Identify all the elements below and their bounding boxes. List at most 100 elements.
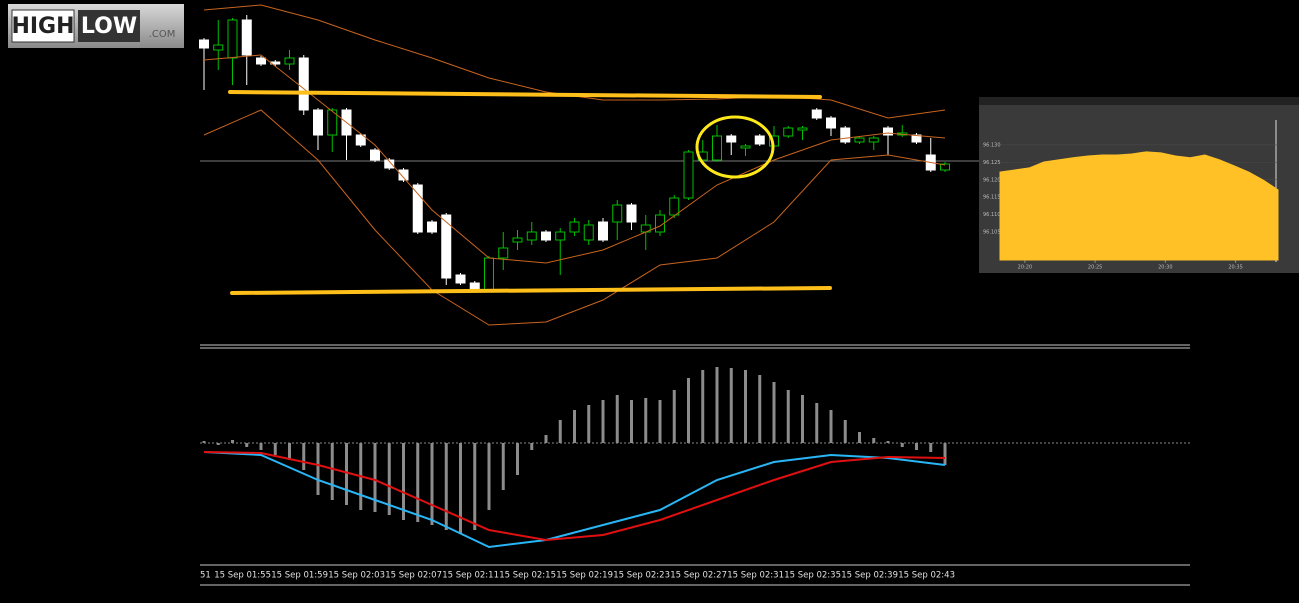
candle-body (512, 237, 523, 243)
candle-body (541, 231, 551, 241)
x-tick-label: 51 (200, 571, 211, 581)
y-tick-label: 96.115 (983, 195, 1001, 201)
x-tick-label: 15 Sep 02:35 (784, 571, 841, 581)
histogram-bar (245, 443, 249, 447)
y-tick-label: 96.105 (983, 230, 1001, 236)
histogram-bar (872, 438, 876, 443)
x-tick-label: 15 Sep 02:23 (613, 571, 670, 581)
candle-body (298, 57, 309, 111)
histogram-bar (516, 443, 519, 475)
histogram-bar (302, 443, 306, 470)
histogram-bar (587, 405, 591, 443)
histogram-bar (216, 443, 220, 445)
candle-body (484, 257, 494, 291)
histogram-bar (402, 443, 405, 520)
candle-body (669, 197, 680, 216)
candle-body (726, 135, 737, 143)
histogram-bar (202, 441, 206, 443)
histogram-bar (943, 443, 947, 465)
resistance-line (228, 90, 822, 99)
histogram-bar (858, 432, 861, 443)
candle-body (241, 19, 252, 56)
histogram-bar (687, 378, 690, 443)
x-tick-label: 15 Sep 02:43 (898, 571, 955, 581)
histogram-bar (615, 395, 619, 443)
histogram-bar (473, 443, 477, 530)
candle-body (455, 274, 466, 284)
candle-body (313, 109, 323, 136)
histogram-bar (316, 443, 320, 495)
histogram-bar (786, 390, 790, 443)
x-tick-label: 15 Sep 01:59 (271, 571, 328, 581)
histogram-bar (715, 367, 719, 443)
histogram-bar (273, 443, 277, 455)
candle-body (327, 109, 338, 136)
candle-body (427, 221, 437, 233)
candle-body (626, 204, 637, 223)
candle-body (797, 127, 808, 131)
y-tick-label: 96.130 (983, 142, 1001, 148)
x-tick-label: 15 Sep 02:03 (328, 571, 385, 581)
histogram-bar (373, 443, 377, 512)
x-tick-label: 20:35 (1228, 265, 1242, 271)
histogram-bar (829, 410, 833, 443)
inset-chart: 96.130 96.125 96.120 96.115 96.110 96.105 20:2… (979, 97, 1299, 273)
histogram-bar (330, 443, 334, 500)
logo-low: LOW (81, 14, 137, 39)
candle-body (826, 117, 836, 129)
x-tick-label: 15 Sep 02:19 (556, 571, 613, 581)
histogram-bar (530, 443, 534, 450)
candle-body (412, 184, 423, 233)
histogram-bar (288, 443, 291, 460)
histogram-bar (573, 410, 576, 443)
candle-body (683, 151, 694, 199)
candle-body (227, 19, 238, 59)
candle-body (213, 44, 224, 51)
x-tick-label: 20:25 (1088, 265, 1102, 271)
candle-body (498, 247, 509, 259)
candle-body (754, 135, 765, 145)
candle-body (199, 39, 209, 49)
y-tick-label: 96.110 (983, 212, 1001, 218)
macd-line (203, 451, 946, 542)
candle-body (583, 224, 594, 241)
candle-body (854, 137, 865, 143)
candle-body (612, 204, 623, 223)
highlight-circle (695, 115, 775, 179)
candle-body (284, 57, 295, 65)
bollinger-band (203, 54, 946, 264)
x-tick-label: 15 Sep 02:07 (385, 571, 442, 581)
logo: HIGH LOW .COM (8, 4, 184, 48)
histogram-bar (915, 443, 918, 450)
histogram-bar (758, 375, 762, 443)
inset-header (979, 97, 1299, 105)
histogram-bar (644, 398, 648, 443)
x-tick-label: 15 Sep 02:15 (499, 571, 556, 581)
x-tick-label: 20:30 (1158, 265, 1172, 271)
histogram-bar (487, 443, 491, 510)
candle-body (868, 137, 879, 143)
histogram-bar (501, 443, 505, 490)
logo-com: .COM (149, 29, 176, 40)
histogram-bar (231, 440, 234, 443)
candle-chart (199, 4, 950, 326)
histogram-bar (416, 443, 420, 522)
histogram-bar (744, 370, 747, 443)
candle-body (940, 163, 950, 171)
logo-high: HIGH (11, 14, 74, 39)
candle-body (569, 221, 580, 233)
histogram-bar (929, 443, 933, 452)
histogram-bar (772, 382, 776, 443)
histogram-bar (701, 370, 705, 443)
candle-body (256, 57, 266, 65)
histogram-bar (259, 443, 263, 450)
candle-body (883, 127, 893, 136)
histogram-bar (815, 403, 819, 443)
candle-body (384, 159, 395, 169)
histogram-bar (801, 395, 804, 443)
candle-body (355, 134, 366, 146)
histogram-bar (630, 400, 633, 443)
histogram-bar (729, 368, 733, 443)
candle-body (555, 231, 566, 241)
